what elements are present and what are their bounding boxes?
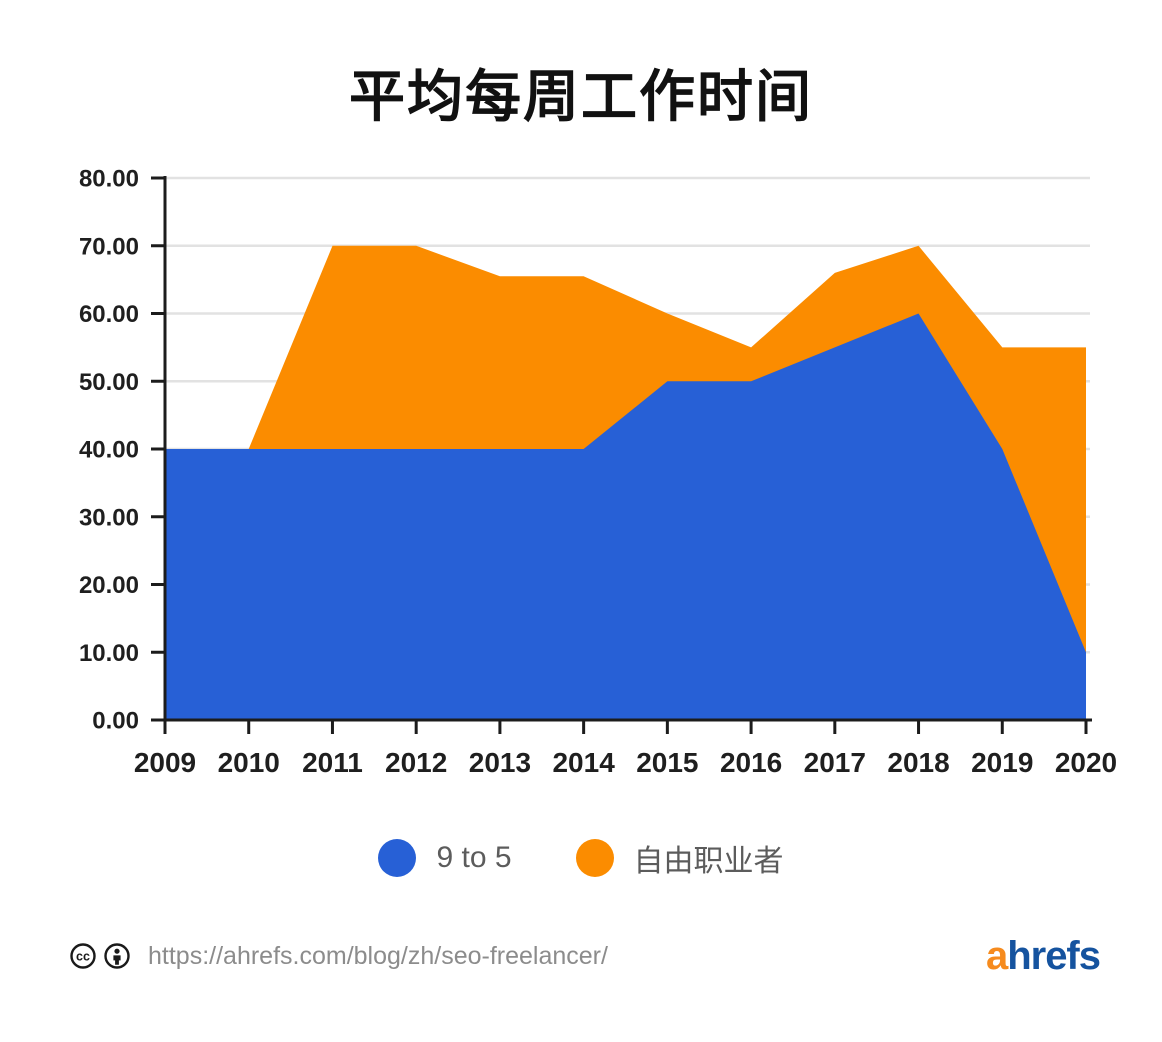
area-series-9-to-5 (165, 313, 1086, 720)
chart-legend: 9 to 5 自由职业者 (0, 836, 1162, 880)
x-tick-label: 2015 (636, 747, 698, 778)
legend-swatch-9-to-5 (378, 839, 417, 877)
x-tick-label: 2016 (720, 747, 782, 778)
y-axis-ticks: 0.00 10.00 20.00 30.00 40.00 50.00 60.00 70.00 8… (79, 166, 165, 735)
x-tick-label: 2010 (218, 747, 280, 778)
x-tick-label: 2014 (552, 747, 615, 778)
y-tick-label: 70.00 (79, 233, 139, 260)
y-tick-label: 40.00 (79, 437, 139, 464)
x-tick-label: 2019 (971, 747, 1033, 778)
cc-icon: cc (70, 943, 96, 969)
y-tick-label: 30.00 (79, 504, 139, 531)
x-tick-label: 2012 (385, 747, 447, 778)
legend-item-freelancer: 自由职业者 (575, 836, 784, 880)
license-icons: cc (70, 943, 130, 969)
x-tick-label: 2011 (302, 747, 363, 778)
ahrefs-logo-a: a (985, 933, 1008, 978)
ahrefs-logo-hrefs: hrefs (1007, 933, 1101, 978)
x-tick-label: 2018 (887, 747, 949, 778)
y-tick-label: 20.00 (79, 572, 139, 599)
x-tick-label: 2009 (134, 747, 196, 778)
ahrefs-logo: ahrefs (985, 933, 1101, 979)
footer: cc https://ahrefs.com/blog/zh/seo-freela… (0, 928, 1162, 984)
x-tick-label: 2013 (469, 747, 531, 778)
area-chart: 0.00 10.00 20.00 30.00 40.00 50.00 60.00 70.00 8… (79, 166, 1117, 779)
y-tick-label: 0.00 (92, 708, 139, 735)
x-axis-ticks: 2009 2010 2011 2012 2013 2014 2015 2016 2017 2018… (134, 720, 1117, 778)
legend-label-freelancer: 自由职业者 (633, 845, 784, 878)
legend-item-9-to-5: 9 to 5 (378, 839, 512, 877)
y-tick-label: 60.00 (79, 301, 139, 328)
attribution-icon (104, 943, 130, 969)
source-url: https://ahrefs.com/blog/zh/seo-freelance… (148, 941, 608, 970)
legend-swatch-freelancer (575, 839, 614, 877)
x-tick-label: 2017 (804, 747, 866, 778)
legend-label-9-to-5: 9 to 5 (436, 841, 512, 874)
y-tick-label: 80.00 (79, 166, 139, 193)
y-tick-label: 50.00 (79, 369, 139, 396)
chart-title: 平均每周工作时间 (349, 65, 813, 128)
svg-text:cc: cc (76, 950, 90, 964)
y-tick-label: 10.00 (79, 640, 139, 667)
x-tick-label: 2020 (1055, 747, 1117, 778)
